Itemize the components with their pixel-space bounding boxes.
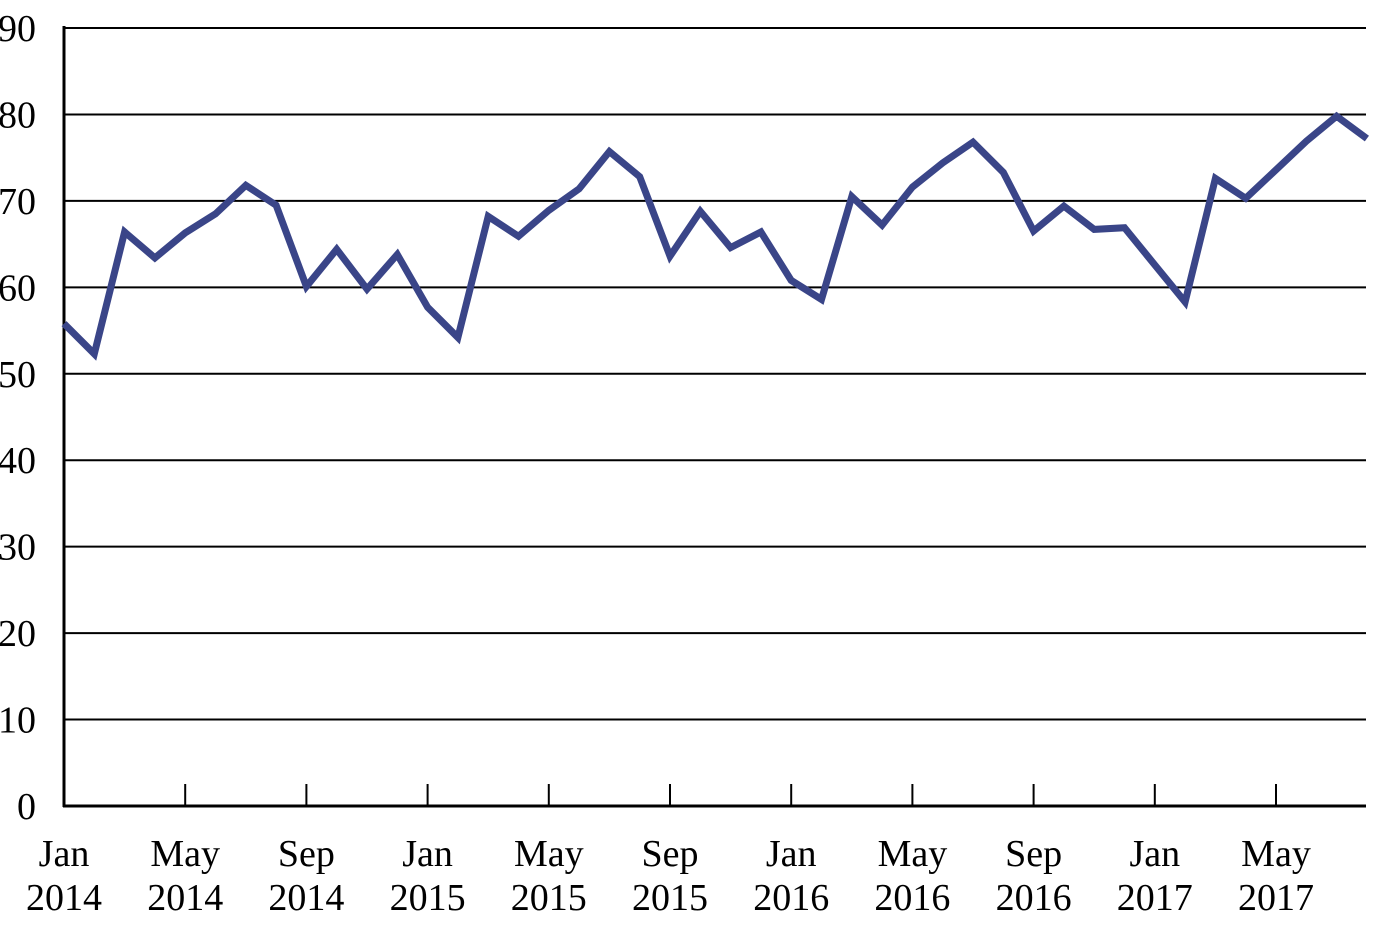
x-tick-month-may-2015: May [514,833,584,875]
x-tick-year-may-2016: 2016 [874,877,950,919]
y-tick-labels: 0 10 20 30 40 50 60 70 80 90 [0,8,36,828]
y-tick-label-40: 40 [0,440,36,482]
x-tick-month-sep-2014: Sep [278,833,335,875]
x-tick-year-sep-2016: 2016 [996,877,1072,919]
x-tick-month-may-2016: May [878,833,948,875]
x-tick-month-jan-2014: Jan [39,833,90,875]
y-tick-label-30: 30 [0,527,36,569]
x-tick-year-jan-2016: 2016 [753,877,829,919]
x-tick-year-may-2014: 2014 [147,877,223,919]
x-tick-month-jan-2015: Jan [402,833,453,875]
y-tick-label-70: 70 [0,181,36,223]
x-tick-month-sep-2015: Sep [642,833,699,875]
y-tick-label-80: 80 [0,94,36,136]
series-line-0 [61,111,1369,361]
series-layer [61,111,1369,361]
x-tick-year-jan-2017: 2017 [1117,877,1193,919]
x-tick-month-may-2017: May [1241,833,1311,875]
x-tick-year-jan-2015: 2015 [390,877,466,919]
x-tick-year-sep-2015: 2015 [632,877,708,919]
x-tick-month-sep-2016: Sep [1005,833,1062,875]
x-tick-year-may-2017: 2017 [1238,877,1314,919]
y-tick-label-0: 0 [17,786,36,828]
x-tick-labels: Jan2014May2014Sep2014Jan2015May2015Sep20… [26,833,1314,919]
x-tick-month-may-2014: May [150,833,220,875]
y-tick-label-60: 60 [0,267,36,309]
gridlines [64,27,1366,721]
x-tick-year-sep-2014: 2014 [268,877,344,919]
y-tick-label-90: 90 [0,8,36,50]
x-tick-month-jan-2016: Jan [766,833,817,875]
y-tick-label-20: 20 [0,613,36,655]
x-tick-year-may-2015: 2015 [511,877,587,919]
x-tick-month-jan-2017: Jan [1129,833,1180,875]
y-tick-label-50: 50 [0,354,36,396]
x-tick-year-jan-2014: 2014 [26,877,102,919]
axes [62,26,1366,808]
y-tick-label-10: 10 [0,700,36,742]
